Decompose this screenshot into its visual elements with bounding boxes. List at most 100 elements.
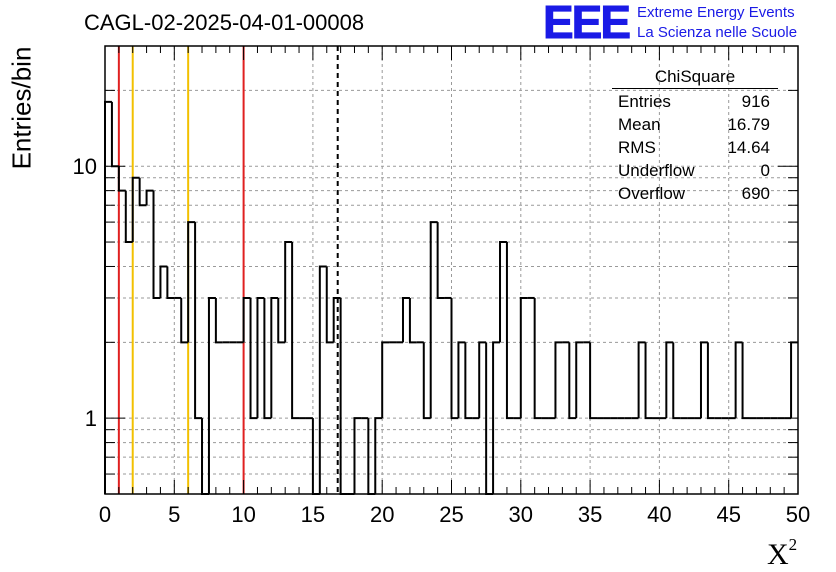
histogram-bin <box>277 297 286 344</box>
histogram-bin <box>401 296 410 343</box>
histogram-bin <box>214 297 223 344</box>
histogram-bin <box>124 190 133 244</box>
histogram-bin <box>422 342 431 420</box>
x-axis-label-base: X <box>767 538 789 571</box>
histogram-bin <box>790 341 798 419</box>
histogram-bin <box>381 341 390 419</box>
histogram-bin <box>242 296 251 343</box>
histogram-bin <box>464 342 473 420</box>
chart-title: CAGL-02-2025-04-01-00008 <box>84 10 365 35</box>
histogram-bin <box>166 266 175 299</box>
stats-label: Mean <box>618 115 661 134</box>
histogram-bin <box>318 265 327 494</box>
x-tick-label: 20 <box>370 502 394 527</box>
histogram-bin <box>505 242 514 420</box>
histogram-bin <box>117 166 126 192</box>
histogram-bin <box>145 189 154 206</box>
histogram-bin <box>152 190 161 299</box>
x-tick-label: 50 <box>786 502 810 527</box>
histogram-bin <box>429 221 438 419</box>
stats-label: RMS <box>618 138 656 157</box>
histogram-bin <box>256 296 265 419</box>
stats-row-entries: Entries 916 <box>612 90 778 113</box>
histogram-bin <box>270 296 279 419</box>
histogram-bin <box>706 342 715 420</box>
stats-title: ChiSquare <box>654 67 736 86</box>
logo-line-2: La Scienza nelle Scuole <box>637 24 798 41</box>
y-axis-label: Entries/bin <box>6 46 37 170</box>
stats-divider <box>612 88 778 89</box>
histogram-bin <box>644 342 653 420</box>
histogram-bin <box>478 341 487 419</box>
histogram-bin <box>284 241 293 343</box>
x-tick-label: 0 <box>99 502 111 527</box>
x-tick-label: 40 <box>647 502 671 527</box>
histogram-bin <box>159 265 168 298</box>
x-tick-label: 25 <box>439 502 463 527</box>
histogram-bin <box>194 222 203 420</box>
histogram-bin <box>457 341 466 419</box>
stats-row-mean: Mean 16.79 <box>612 113 778 136</box>
stats-box: ChiSquare Entries 916 Mean 16.79 RMS 14.64 … <box>612 66 778 205</box>
x-tick-label: 45 <box>716 502 740 527</box>
stats-row-rms: RMS 14.64 <box>612 136 778 159</box>
stats-value: 16.79 <box>727 115 770 134</box>
x-tick-label: 5 <box>168 502 180 527</box>
histogram-bin <box>131 176 140 243</box>
stats-value: 14.64 <box>727 138 770 157</box>
histogram-bin <box>533 297 542 420</box>
tick-labels: 0 5 10 15 20 25 30 35 40 45 50 1 10 <box>73 154 811 527</box>
stats-label: Entries <box>618 92 671 111</box>
svg-text:EEE: EEE <box>543 0 629 44</box>
stats-label: Underflow <box>618 161 695 180</box>
y-tick-label: 10 <box>73 154 97 179</box>
histogram-bin <box>291 242 300 420</box>
histogram-bin <box>665 341 674 419</box>
histogram-bin <box>180 297 189 344</box>
stats-row-underflow: Underflow 0 <box>612 159 778 182</box>
x-tick-label: 35 <box>578 502 602 527</box>
histogram-bin <box>575 341 584 419</box>
histogram-bin <box>187 221 196 343</box>
histogram-bin <box>554 341 563 419</box>
histogram-bin <box>138 177 147 207</box>
histogram-bin <box>339 297 348 495</box>
histogram-bin <box>568 342 577 420</box>
histogram-bin <box>519 296 528 419</box>
histogram-bin <box>374 417 383 494</box>
histogram-bin <box>332 296 341 343</box>
histogram-bin <box>741 342 750 420</box>
histogram-bin <box>249 297 258 420</box>
histogram-bin <box>672 342 681 420</box>
histogram-bin <box>637 341 646 419</box>
histogram-bin <box>408 297 417 344</box>
histogram-bin <box>589 342 598 420</box>
histogram-bin <box>207 296 216 494</box>
stats-label: Overflow <box>618 184 686 203</box>
histogram-bin <box>450 297 459 420</box>
histogram-bin <box>699 341 708 419</box>
logo-line-1: Extreme Energy Events <box>637 4 795 21</box>
histogram-bin <box>110 101 119 168</box>
stats-row-overflow: Overflow 690 <box>612 182 778 205</box>
stats-value: 0 <box>760 161 770 180</box>
histogram-bin <box>492 341 501 494</box>
axis-ticks <box>104 46 799 494</box>
stats-value: 916 <box>741 92 770 111</box>
histogram-bin <box>263 297 272 420</box>
stats-value: 690 <box>741 184 770 203</box>
histogram-bin <box>353 417 362 494</box>
x-tick-label: 30 <box>509 502 533 527</box>
x-axis-label-superscript: 2 <box>788 535 798 554</box>
histogram-bin <box>734 341 743 419</box>
x-tick-label: 10 <box>231 502 255 527</box>
y-tick-label: 1 <box>85 406 97 431</box>
histogram-bin <box>499 241 507 343</box>
x-tick-label: 15 <box>301 502 325 527</box>
x-axis-label: X2 <box>767 535 797 572</box>
eee-logo: EEE <box>543 0 632 44</box>
histogram-bin <box>325 266 334 344</box>
histogram-bin <box>436 222 445 299</box>
threshold-lines <box>117 46 339 494</box>
